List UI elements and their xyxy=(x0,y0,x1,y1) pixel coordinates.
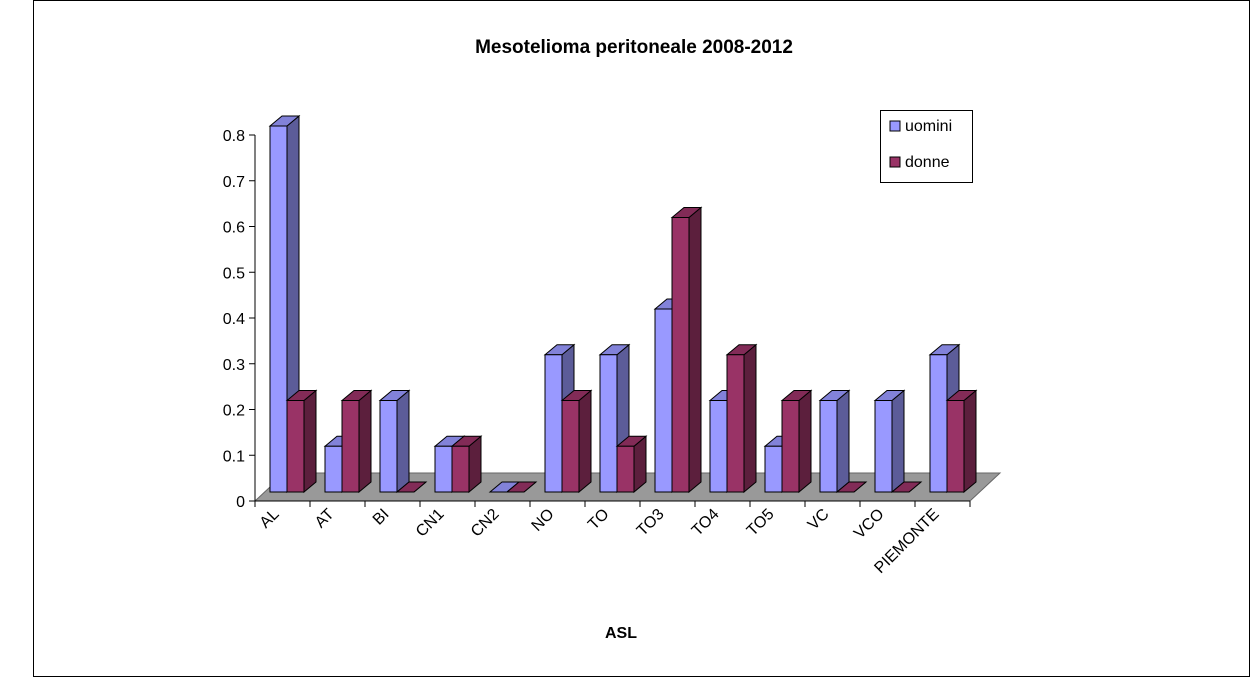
bar-front xyxy=(451,445,470,493)
y-tick-label: 0.1 xyxy=(223,448,245,465)
bar-top xyxy=(835,481,868,493)
bar xyxy=(818,389,851,494)
bar xyxy=(505,481,538,493)
bar-front xyxy=(726,354,745,493)
bar xyxy=(890,481,923,493)
bar-front xyxy=(616,445,635,493)
bar xyxy=(615,435,648,494)
bar-side xyxy=(891,389,905,494)
y-tick-label: 0.5 xyxy=(223,265,245,282)
bar-front xyxy=(819,400,838,493)
bar xyxy=(340,389,373,494)
bar-front xyxy=(781,400,800,493)
legend-swatch xyxy=(889,120,901,132)
bar xyxy=(835,481,868,493)
x-axis-label: ASL xyxy=(605,625,637,642)
y-tick-label: 0.6 xyxy=(223,220,245,237)
legend-label: donne xyxy=(905,154,950,171)
bar-front xyxy=(946,400,965,493)
bar-front xyxy=(561,400,580,493)
legend-swatch xyxy=(889,156,901,168)
bar-front xyxy=(709,400,728,493)
bar-side xyxy=(688,206,702,494)
y-tick-label: 0.4 xyxy=(223,311,245,328)
bar-front xyxy=(929,354,948,493)
bar-front xyxy=(269,125,288,493)
chart-title: Mesotelioma peritoneale 2008-2012 xyxy=(475,37,793,58)
bar-side xyxy=(303,389,317,494)
bar xyxy=(725,343,758,494)
y-tick-label: 0.7 xyxy=(223,174,245,191)
bar-side xyxy=(836,389,850,494)
bar-top xyxy=(395,481,428,493)
bar-top xyxy=(505,481,538,493)
bar xyxy=(395,481,428,493)
legend-label: uomini xyxy=(905,118,952,135)
bar xyxy=(378,389,411,494)
bar-top xyxy=(890,481,923,493)
bar-front xyxy=(324,445,343,493)
bar-front xyxy=(379,400,398,493)
bar-front xyxy=(874,400,893,493)
bar-side xyxy=(963,389,977,494)
bar xyxy=(450,435,483,494)
bar-side xyxy=(743,343,757,494)
bar xyxy=(780,389,813,494)
bar-side xyxy=(798,389,812,494)
bar xyxy=(285,389,318,494)
bar-front xyxy=(599,354,618,493)
bar xyxy=(670,206,703,494)
bar-front xyxy=(671,217,690,493)
bar-side xyxy=(578,389,592,494)
bar xyxy=(945,389,978,494)
bar-front xyxy=(544,354,563,493)
y-tick-label: 0.2 xyxy=(223,403,245,420)
chart-frame xyxy=(33,0,1250,677)
bar xyxy=(873,389,906,494)
y-tick-label: 0 xyxy=(236,494,245,511)
bar-side xyxy=(358,389,372,494)
legend: uomini donne xyxy=(880,110,973,183)
bar-front xyxy=(654,308,673,493)
bar-front xyxy=(341,400,360,493)
bar-front xyxy=(764,445,783,493)
bar xyxy=(560,389,593,494)
bar-side xyxy=(396,389,410,494)
bar-front xyxy=(286,400,305,493)
bar-front xyxy=(434,445,453,493)
y-tick-label: 0.8 xyxy=(223,128,245,145)
y-tick-label: 0.3 xyxy=(223,357,245,374)
